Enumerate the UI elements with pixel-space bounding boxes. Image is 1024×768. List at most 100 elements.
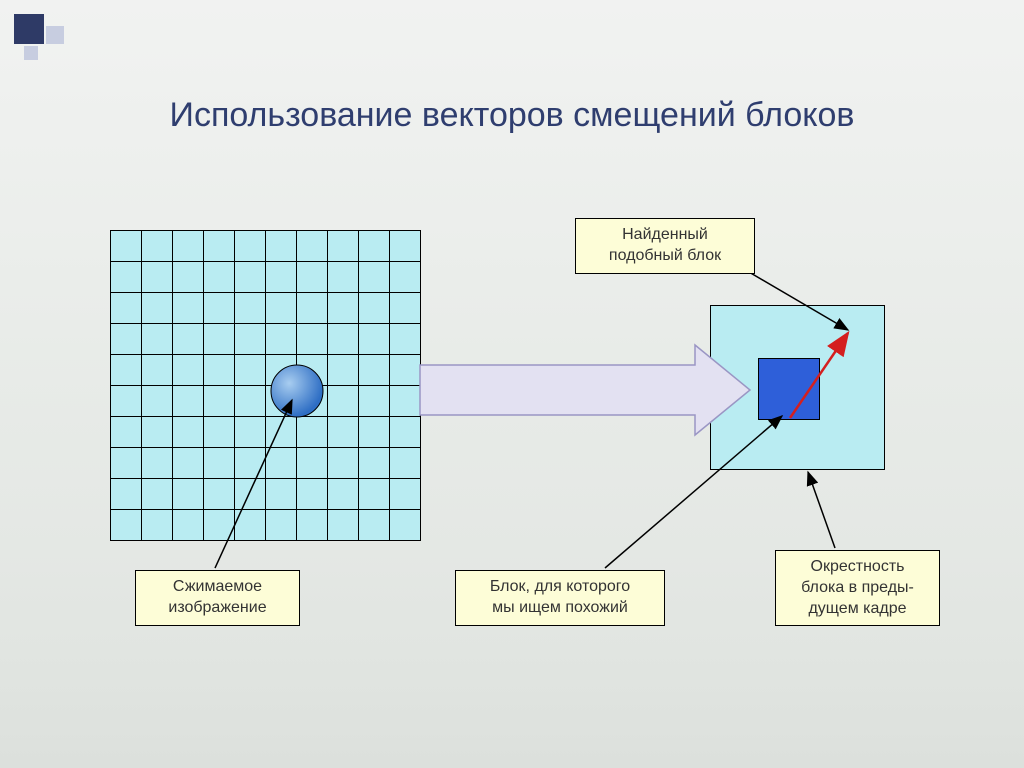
grid-cell xyxy=(389,292,421,324)
grid-cell xyxy=(203,261,235,293)
grid-cell xyxy=(141,354,173,386)
grid-cell xyxy=(172,292,204,324)
grid-cell xyxy=(110,447,142,479)
grid-cell xyxy=(265,447,297,479)
grid-cell xyxy=(110,354,142,386)
grid-cell xyxy=(203,323,235,355)
grid-cell xyxy=(172,416,204,448)
grid-cell xyxy=(265,509,297,541)
grid-cell xyxy=(234,261,266,293)
grid-cell xyxy=(141,261,173,293)
grid-cell xyxy=(141,323,173,355)
grid-cell xyxy=(389,416,421,448)
grid-cell xyxy=(327,478,359,510)
grid-cell xyxy=(110,261,142,293)
grid-cell xyxy=(172,447,204,479)
grid-cell xyxy=(358,385,390,417)
grid-cell xyxy=(327,292,359,324)
grid-cell xyxy=(296,261,328,293)
grid-cell xyxy=(358,323,390,355)
grid-cell xyxy=(389,261,421,293)
grid-cell xyxy=(141,447,173,479)
grid-cell xyxy=(203,230,235,262)
grid-cell xyxy=(389,509,421,541)
grid-cell xyxy=(234,447,266,479)
grid-cell xyxy=(203,447,235,479)
grid-cell xyxy=(141,292,173,324)
grid-cell xyxy=(110,478,142,510)
found-block xyxy=(758,358,820,420)
grid-cell xyxy=(110,509,142,541)
grid-cell xyxy=(358,354,390,386)
grid-cell xyxy=(234,323,266,355)
grid-cell xyxy=(296,447,328,479)
grid-cell xyxy=(389,354,421,386)
grid-cell xyxy=(234,354,266,386)
grid-cell xyxy=(110,292,142,324)
grid-cell xyxy=(172,323,204,355)
grid-cell xyxy=(203,292,235,324)
grid-cell xyxy=(358,447,390,479)
grid-cell xyxy=(141,230,173,262)
grid-cell xyxy=(172,385,204,417)
grid-cell xyxy=(172,261,204,293)
grid-cell xyxy=(265,323,297,355)
grid-cell xyxy=(265,416,297,448)
label-compressed-image: Сжимаемоеизображение xyxy=(135,570,300,626)
grid-cell xyxy=(265,354,297,386)
grid-cell xyxy=(358,261,390,293)
grid-cell xyxy=(296,385,328,417)
grid-cell xyxy=(327,509,359,541)
grid-cell xyxy=(234,509,266,541)
compressed-image-grid xyxy=(110,230,420,540)
label-found-block: Найденныйподобный блок xyxy=(575,218,755,274)
grid-cell xyxy=(141,509,173,541)
label-search-block: Блок, для которогомы ищем похожий xyxy=(455,570,665,626)
grid-cell xyxy=(203,354,235,386)
grid-cell xyxy=(141,478,173,510)
grid-cell xyxy=(327,230,359,262)
grid-cell xyxy=(234,385,266,417)
grid-cell xyxy=(327,261,359,293)
grid-cell xyxy=(327,354,359,386)
grid-cell xyxy=(389,478,421,510)
grid-cell xyxy=(110,416,142,448)
grid-cell xyxy=(265,385,297,417)
grid-cell xyxy=(141,385,173,417)
grid-cell xyxy=(389,230,421,262)
grid-cell xyxy=(296,416,328,448)
grid-cell xyxy=(234,416,266,448)
grid-cell xyxy=(358,509,390,541)
grid-cell xyxy=(234,230,266,262)
grid-cell xyxy=(234,292,266,324)
grid-cell xyxy=(327,416,359,448)
grid-cell xyxy=(389,447,421,479)
grid-cell xyxy=(358,478,390,510)
grid-cell xyxy=(172,230,204,262)
grid-cell xyxy=(110,385,142,417)
grid-cell xyxy=(203,509,235,541)
grid-cell xyxy=(203,416,235,448)
page-title: Использование векторов смещений блоков xyxy=(0,96,1024,135)
grid-cell xyxy=(110,230,142,262)
grid-cell xyxy=(296,230,328,262)
grid-cell xyxy=(141,416,173,448)
grid-cell xyxy=(172,478,204,510)
grid-cell xyxy=(296,292,328,324)
grid-cell xyxy=(327,447,359,479)
grid-cell xyxy=(358,292,390,324)
grid-cell xyxy=(203,385,235,417)
grid-cell xyxy=(296,478,328,510)
grid-cell xyxy=(358,230,390,262)
grid-cell xyxy=(265,478,297,510)
grid-cell xyxy=(234,478,266,510)
grid-cell xyxy=(172,354,204,386)
grid-cell xyxy=(265,230,297,262)
grid-cell xyxy=(296,323,328,355)
grid-cell xyxy=(296,354,328,386)
grid-cell xyxy=(265,261,297,293)
grid-cell xyxy=(358,416,390,448)
grid-cell xyxy=(265,292,297,324)
grid-cell xyxy=(389,323,421,355)
grid-cell xyxy=(203,478,235,510)
